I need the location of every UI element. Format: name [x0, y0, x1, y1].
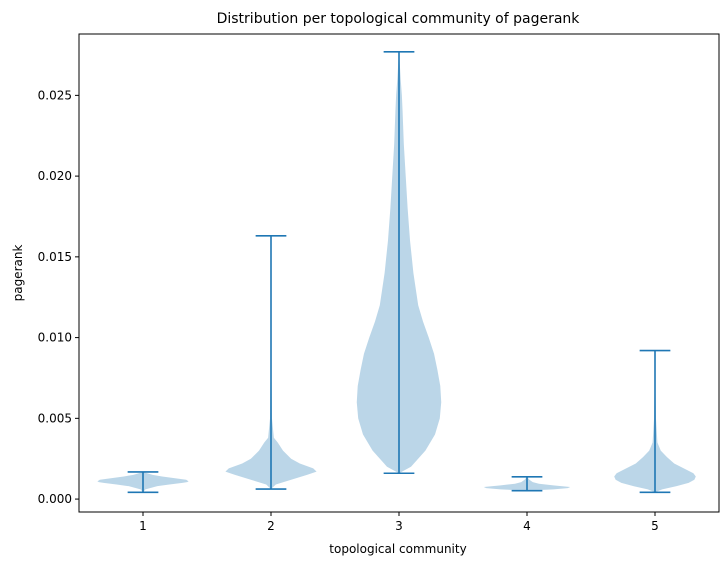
y-axis-label: pagerank: [11, 245, 25, 302]
violin-category-4: [483, 475, 571, 492]
x-tick-label: 2: [267, 519, 275, 533]
y-tick-label: 0.005: [38, 411, 72, 425]
x-tick-label: 5: [651, 519, 659, 533]
x-tick-label: 1: [139, 519, 147, 533]
y-tick-label: 0.000: [38, 492, 72, 506]
x-tick-label: 3: [395, 519, 403, 533]
chart-title: Distribution per topological community o…: [217, 11, 581, 27]
violin-category-3: [356, 50, 442, 475]
y-tick-label: 0.010: [38, 331, 72, 345]
y-tick-label: 0.015: [38, 250, 72, 264]
plot-area: [97, 50, 696, 494]
violin-category-5: [614, 349, 696, 494]
violin-category-2: [225, 235, 317, 490]
plot-frame: [78, 33, 720, 513]
y-tick-label: 0.020: [38, 169, 72, 183]
y-tick-label: 0.025: [38, 88, 72, 102]
x-axis-label: topological community: [329, 542, 466, 556]
x-tick-label: 4: [523, 519, 531, 533]
y-axis: 0.000 0.005 0.010 0.015 0.020 0.025: [38, 88, 79, 506]
x-axis: 1 2 3 4 5: [139, 512, 659, 533]
violin-category-1: [97, 471, 189, 494]
